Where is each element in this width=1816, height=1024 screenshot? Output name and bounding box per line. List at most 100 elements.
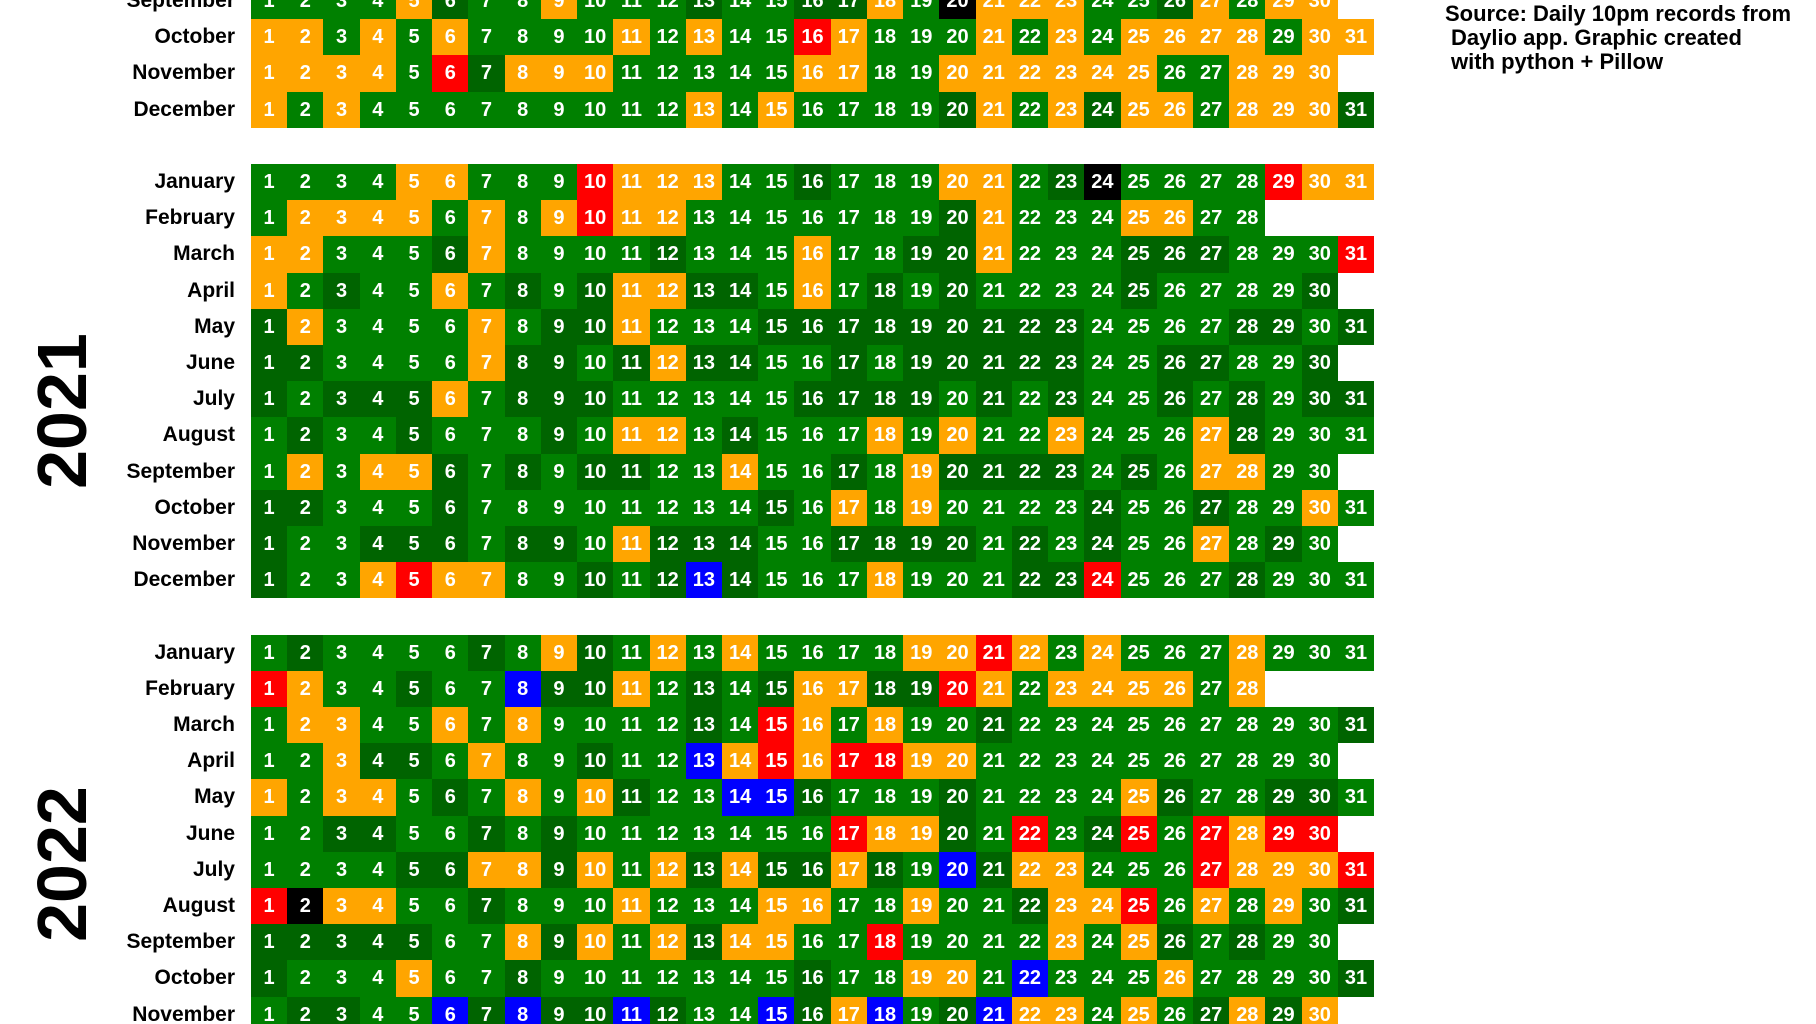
day-cell: 4 [359,960,396,997]
day-cell: 30 [1301,381,1338,418]
day-cell: 24 [1084,960,1121,997]
day-cell: 19 [903,308,940,345]
day-cell: 12 [649,960,686,997]
day-cell: 28 [1229,272,1266,309]
day-cell: 6 [432,960,469,997]
day-cell: 31 [1337,236,1375,273]
day-cell: 12 [649,308,686,345]
day-cell: 5 [395,308,433,345]
day-cell: 9 [540,308,578,345]
day-cell: 16 [794,634,831,671]
day-cell: 7 [468,815,505,852]
day-cell: 30 [1301,779,1338,816]
day-cell: 8 [504,417,541,454]
day-cell: 27 [1192,164,1230,201]
day-cell: 16 [794,453,831,490]
day-cell: 26 [1156,236,1193,273]
day-cell: 10 [577,0,614,20]
day-cell: 9 [540,55,578,92]
day-cell: 30 [1301,19,1338,56]
day-cell: 22 [1011,815,1049,852]
day-cell: 17 [830,0,867,20]
day-cell: 8 [504,707,541,744]
day-cell: 30 [1301,996,1338,1024]
day-cell: 28 [1229,55,1266,92]
day-cell: 15 [758,707,795,744]
day-cell: 29 [1265,308,1302,345]
day-cell: 24 [1084,851,1121,888]
day-cell: 14 [721,562,759,599]
day-cell: 20 [939,417,976,454]
day-cell: 11 [613,634,650,671]
day-cell: 1 [251,996,288,1024]
day-cell: 6 [432,996,469,1024]
day-cell: 22 [1011,417,1049,454]
day-cell: 21 [975,236,1012,273]
day-cell: 14 [721,489,759,526]
day-cell: 21 [975,489,1012,526]
day-cell: 18 [866,707,904,744]
day-cell: 16 [794,562,831,599]
day-cell: 31 [1337,960,1375,997]
day-cell: 5 [395,417,433,454]
day-cell: 23 [1048,272,1085,309]
day-cell: 30 [1301,91,1338,128]
day-cell: 23 [1048,526,1085,563]
day-cell: 21 [975,19,1012,56]
day-cell: 28 [1229,924,1266,961]
day-cell: 22 [1011,272,1049,309]
day-cell: 28 [1229,236,1266,273]
day-cell: 5 [395,851,433,888]
day-cell: 10 [577,707,614,744]
day-cell: 5 [395,200,433,237]
day-cell: 16 [794,996,831,1024]
day-cell: 10 [577,236,614,273]
day-cell: 12 [649,19,686,56]
day-cell: 20 [939,743,976,780]
day-cell: 6 [432,562,469,599]
day-cell: 21 [975,164,1012,201]
day-cell: 2 [287,526,324,563]
day-cell: 6 [432,200,469,237]
day-cell: 20 [939,55,976,92]
day-cell: 22 [1011,55,1049,92]
day-cell: 22 [1011,670,1049,707]
day-cell: 20 [939,272,976,309]
day-cell: 30 [1301,815,1338,852]
day-cell: 14 [721,236,759,273]
day-cell: 19 [903,960,940,997]
day-cell: 21 [975,200,1012,237]
day-cell: 16 [794,345,831,382]
day-cell: 12 [649,815,686,852]
day-cell: 28 [1229,996,1266,1024]
day-cell: 7 [468,345,505,382]
day-cell: 11 [613,924,650,961]
day-cell: 19 [903,743,940,780]
day-cell: 25 [1120,815,1157,852]
day-cell: 10 [577,55,614,92]
day-cell: 26 [1156,417,1193,454]
day-cell: 18 [866,489,904,526]
day-cell: 24 [1084,0,1121,20]
day-cell: 17 [830,526,867,563]
day-cell: 18 [866,272,904,309]
day-cell: 9 [540,562,578,599]
day-cell: 17 [830,996,867,1024]
day-cell: 14 [721,0,759,20]
day-cell: 13 [685,345,722,382]
day-cell: 30 [1301,489,1338,526]
day-cell: 15 [758,0,795,20]
day-cell: 29 [1265,417,1302,454]
day-cell: 24 [1084,924,1121,961]
day-cell: 23 [1048,308,1085,345]
day-cell: 16 [794,851,831,888]
day-cell: 22 [1011,91,1049,128]
day-cell: 11 [613,91,650,128]
day-cell: 9 [540,453,578,490]
day-cell: 18 [866,91,904,128]
day-cell: 19 [903,19,940,56]
day-cell: 11 [613,707,650,744]
month-label: April [187,749,235,773]
day-cell: 25 [1120,417,1157,454]
day-cell: 20 [939,308,976,345]
